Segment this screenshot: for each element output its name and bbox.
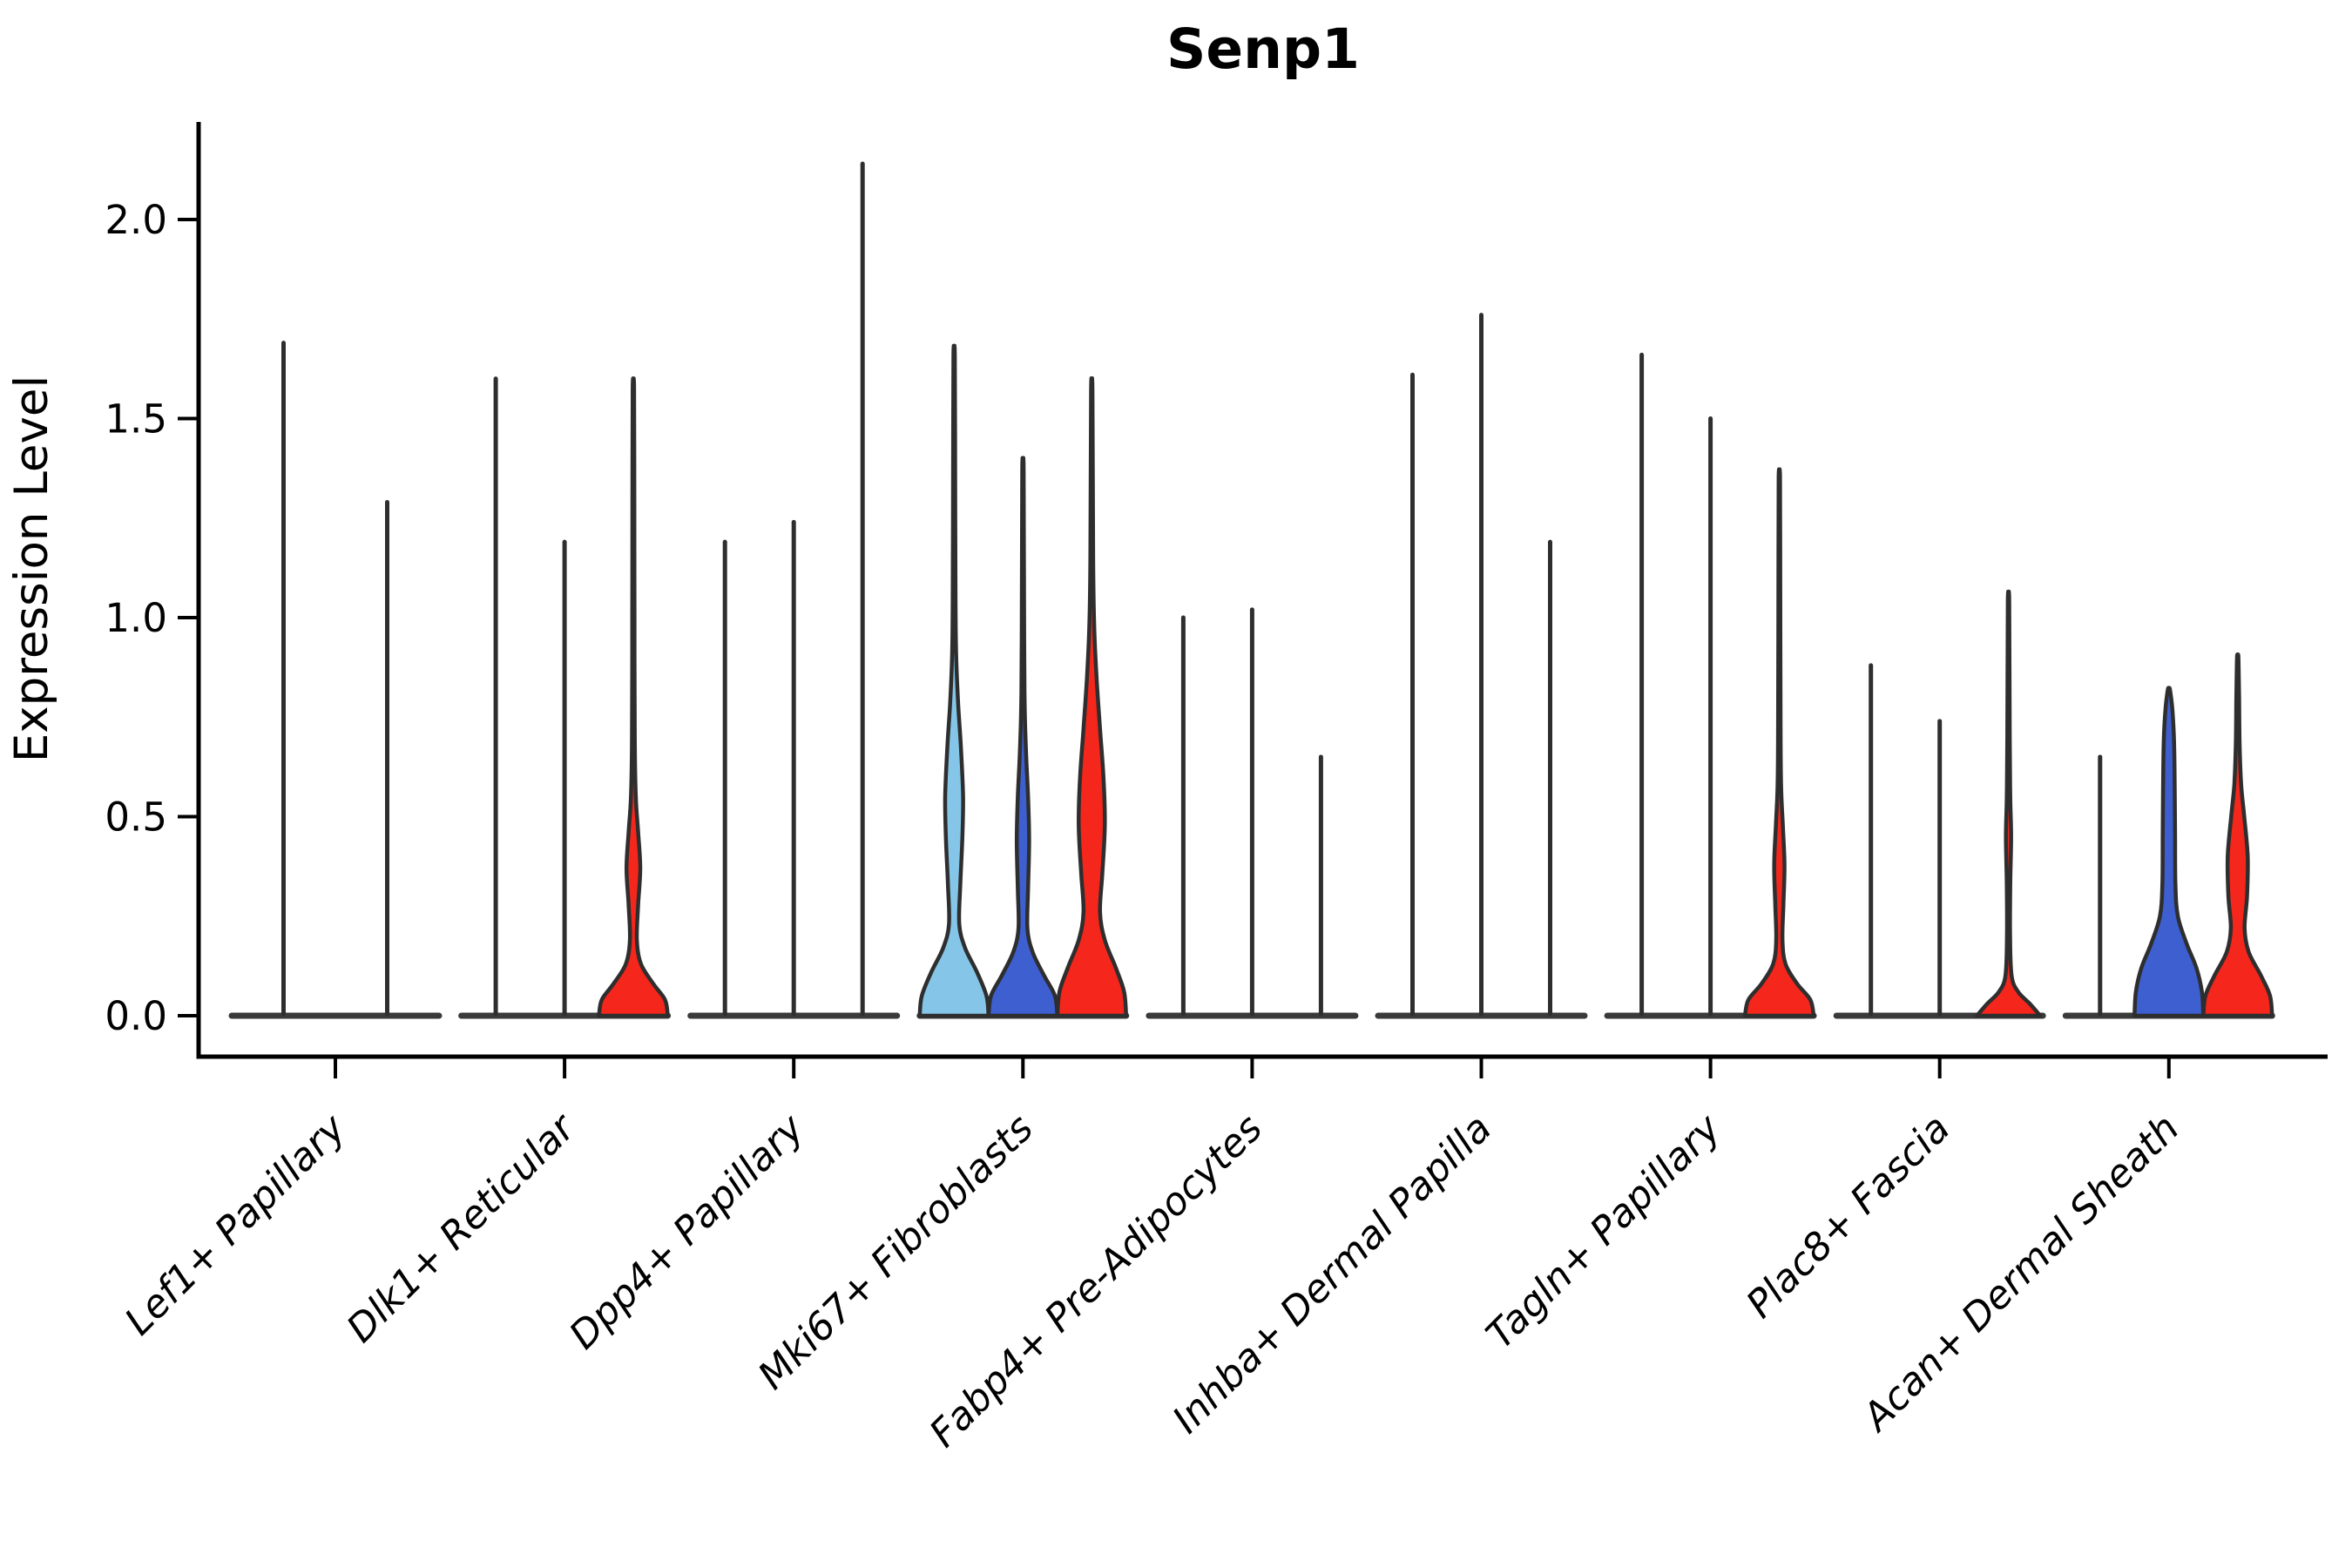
violin-red: [1055, 376, 1129, 1018]
y-tick-label: 0.5: [105, 794, 167, 840]
chart-title: Senp1: [1166, 17, 1360, 81]
x-tick-label: Dpp4+ Papillary: [561, 1105, 814, 1358]
y-tick-label: 0.0: [105, 993, 167, 1039]
x-tick-label: Plac8+ Fascia: [1738, 1106, 1958, 1327]
violin-red: [597, 376, 670, 1018]
violin-lightblue: [917, 343, 991, 1018]
axes: [178, 122, 2328, 1078]
y-tick-label: 1.5: [105, 395, 167, 442]
violin-red: [1975, 590, 2043, 1018]
y-tick-label: 1.0: [105, 595, 167, 641]
y-tick-labels: 0.0 0.5 1.0 1.5 2.0: [105, 197, 167, 1039]
violin-red: [2201, 652, 2274, 1018]
violin-blue: [986, 456, 1060, 1018]
y-tick-label: 2.0: [105, 197, 167, 243]
violin-red: [1742, 467, 1816, 1018]
x-tick-label: Tagln+ Papillary: [1478, 1105, 1730, 1357]
violin-blue: [2132, 686, 2206, 1018]
violins-layer: [228, 161, 2275, 1019]
x-tick-label: Dlk1+ Reticular: [339, 1105, 585, 1351]
x-tick-label: Lef1+ Papillary: [117, 1105, 355, 1344]
y-axis-label: Expression Level: [5, 375, 58, 762]
